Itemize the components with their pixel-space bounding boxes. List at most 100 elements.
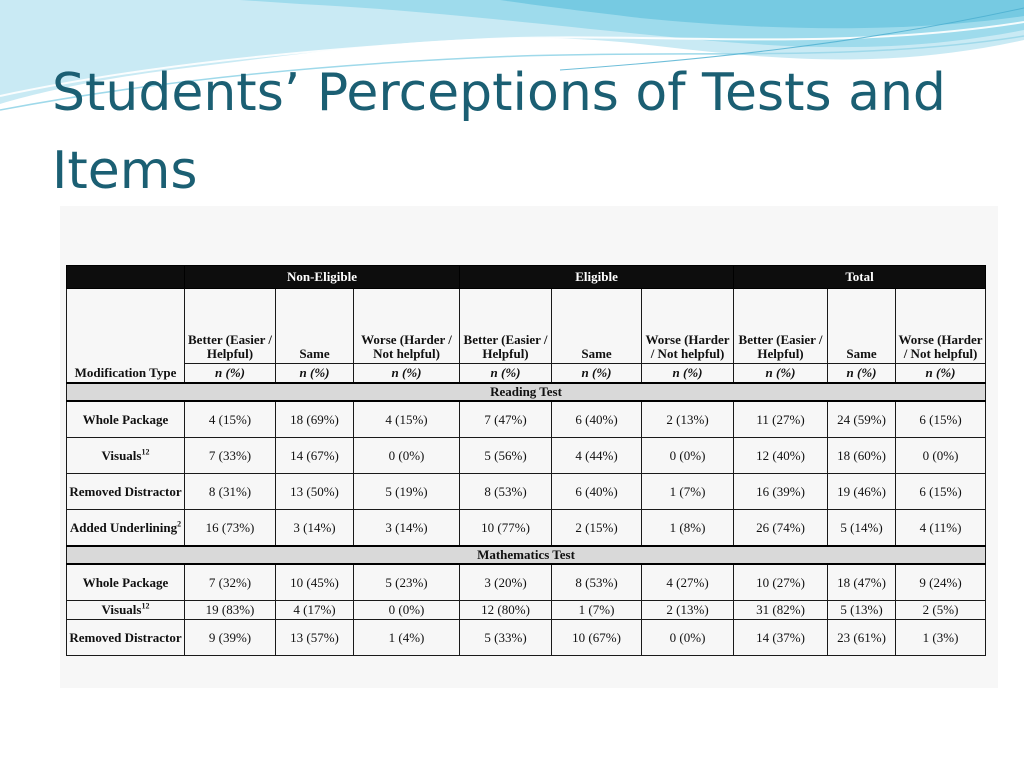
table-cell: 4 (15%) [184,400,276,438]
table-cell: 3 (20%) [459,563,553,601]
table-cell: 11 (27%) [733,400,829,438]
section-title: Reading Test [65,382,987,402]
table-cell: 5 (19%) [352,473,461,510]
group-header-blank [66,265,185,289]
col-header-worse: Worse (Harder / Not helpful) [641,288,735,364]
table-cell: 5 (13%) [827,600,897,620]
footnote-superscript: 2 [177,519,182,529]
col-header-same: Same [827,288,897,364]
table-cell: 4 (15%) [352,400,461,438]
table-cell: 6 (40%) [551,473,643,510]
col-header-better: Better (Easier / Helpful) [733,288,829,364]
table-cell: 19 (46%) [827,473,897,510]
table-row: Removed Distractor 8 (31%) 13 (50%) 5 (19%)… [66,473,987,510]
table-cell: 1 (7%) [641,473,735,510]
unit-cell: n (%) [827,363,897,384]
table-cell: 16 (39%) [733,473,829,510]
table-row: Removed Distractor 9 (39%) 13 (57%) 1 (4%) 5… [66,619,987,656]
row-label-text: Removed Distractor [69,483,182,499]
unit-cell: n (%) [352,363,461,384]
col-header-better: Better (Easier / Helpful) [184,288,276,364]
row-label: Removed Distractor [66,473,185,510]
table-cell: 18 (60%) [827,437,897,474]
section-header-row: Mathematics Test [65,545,987,565]
col-header-same: Same [551,288,643,364]
row-label: Whole Package [66,563,185,601]
col-header-worse: Worse (Harder / Not helpful) [352,288,461,364]
section-title: Mathematics Test [65,545,987,565]
table-cell: 9 (24%) [895,563,987,601]
table-cell: 3 (14%) [352,509,461,547]
table-cell: 7 (47%) [459,400,553,438]
table-cell: 6 (40%) [551,400,643,438]
unit-cell: n (%) [459,363,553,384]
table-cell: 10 (27%) [733,563,829,601]
table-cell: 1 (3%) [895,619,987,656]
row-label-text: Removed Distractor [69,629,182,645]
table-cell: 12 (80%) [459,600,553,620]
table-cell: 3 (14%) [275,509,354,547]
table-cell: 12 (40%) [733,437,829,474]
table-cell: 2 (5%) [895,600,987,620]
group-header-row: Non-Eligible Eligible Total [66,265,987,289]
table-cell: 8 (53%) [551,563,643,601]
footnote-superscript: 12 [141,601,150,611]
group-header-non-eligible: Non-Eligible [183,265,461,289]
table-row: Added Underlining2 16 (73%) 3 (14%) 3 (14%)… [66,509,987,547]
footnote-superscript: 12 [141,447,150,457]
col-header-same: Same [275,288,354,364]
table-cell: 10 (45%) [275,563,354,601]
table-cell: 2 (13%) [641,400,735,438]
unit-cell: n (%) [184,363,276,384]
table-cell: 1 (7%) [551,600,643,620]
table-cell: 0 (0%) [641,619,735,656]
unit-row: n (%) n (%) n (%) n (%) n (%) n (%) n (%… [67,363,987,384]
unit-cell: n (%) [895,363,987,384]
perceptions-table: Non-Eligible Eligible Total Modification… [65,265,987,656]
row-label: Visuals12 [66,437,185,474]
table-cell: 4 (17%) [275,600,354,620]
table-cell: 6 (15%) [895,400,987,438]
table-cell: 0 (0%) [895,437,987,474]
table-cell: 10 (67%) [551,619,643,656]
unit-cell: n (%) [551,363,643,384]
table-cell: 18 (47%) [827,563,897,601]
col-header-better: Better (Easier / Helpful) [459,288,553,364]
table-cell: 7 (32%) [184,563,276,601]
row-label-text: Whole Package [82,411,169,427]
table-cell: 8 (53%) [459,473,553,510]
table-cell: 9 (39%) [184,619,276,656]
row-label-text: Whole Package [82,574,169,590]
table-cell: 14 (67%) [275,437,354,474]
table-cell: 0 (0%) [641,437,735,474]
table-cell: 5 (33%) [459,619,553,656]
row-label: Whole Package [66,400,185,438]
group-header-total: Total [733,265,987,289]
table-row: Visuals12 7 (33%) 14 (67%) 0 (0%) 5 (56%) 4 (… [66,437,987,474]
table-cell: 0 (0%) [352,600,461,620]
table-cell: 26 (74%) [733,509,829,547]
table-cell: 4 (27%) [641,563,735,601]
table-cell: 31 (82%) [733,600,829,620]
table-cell: 13 (57%) [275,619,354,656]
table-cell: 0 (0%) [352,437,461,474]
table-cell: 5 (23%) [352,563,461,601]
table-cell: 5 (14%) [827,509,897,547]
table-cell: 6 (15%) [895,473,987,510]
unit-cell: n (%) [641,363,735,384]
row-label-text: Visuals [101,602,142,617]
table-cell: 8 (31%) [184,473,276,510]
table-cell: 2 (15%) [551,509,643,547]
header-wave-decoration [0,0,1024,111]
table-cell: 2 (13%) [641,600,735,620]
section-header-row: Reading Test [65,382,987,402]
table-cell: 4 (11%) [895,509,987,547]
table-cell: 4 (44%) [551,437,643,474]
table-cell: 24 (59%) [827,400,897,438]
table-row: Whole Package 7 (32%) 10 (45%) 5 (23%) 3 (20… [66,563,987,601]
table-cell: 16 (73%) [184,509,276,547]
column-header-row: Modification Type Better (Easier / Helpf… [66,288,987,384]
table-cell: 5 (56%) [459,437,553,474]
table-row: Whole Package 4 (15%) 18 (69%) 4 (15%) 7 (47… [66,400,987,438]
table-cell: 18 (69%) [275,400,354,438]
